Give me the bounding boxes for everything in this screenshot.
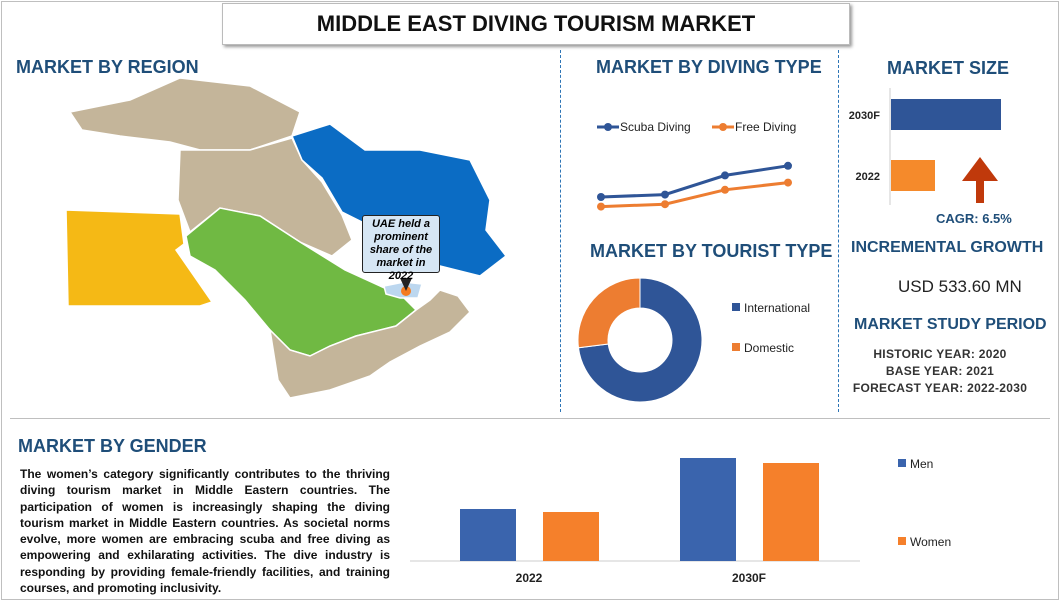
gender-heading: MARKET BY GENDER: [18, 436, 207, 456]
divider: [838, 50, 839, 412]
market-size-heading: MARKET SIZE: [887, 58, 1010, 78]
donut-slice: [577, 277, 703, 403]
category-label: 2022: [516, 571, 543, 585]
legend-marker: [604, 123, 612, 131]
size-label: 2030F: [849, 110, 880, 122]
line-point: [784, 178, 792, 187]
region-heading: MARKET BY REGION: [16, 57, 199, 77]
category-label: 2030F: [732, 571, 766, 585]
legend-swatch: [732, 343, 740, 351]
gender-bar: [543, 512, 599, 561]
line-point: [784, 161, 792, 170]
line-series: [600, 181, 789, 209]
study-heading: MARKET STUDY PERIOD: [854, 316, 1047, 333]
size-bar: [891, 99, 1001, 130]
uae-callout: UAE held a prominent share of the market…: [362, 215, 440, 282]
line-point: [721, 171, 729, 180]
cagr: CAGR: 6.5%: [936, 211, 1012, 226]
legend-label: Scuba Diving: [620, 120, 691, 134]
incremental-heading: INCREMENTAL GROWTH: [851, 239, 1044, 256]
line-point: [597, 193, 605, 201]
gender-description: The women’s category significantly contr…: [20, 467, 390, 596]
tourist-type-heading: MARKET BY TOURIST TYPE: [590, 241, 833, 261]
legend-swatch: [732, 303, 740, 311]
line-point: [661, 200, 669, 209]
legend-label: Men: [910, 457, 933, 471]
line-point: [721, 185, 729, 194]
up-arrow-icon: [962, 157, 998, 203]
legend-label: International: [744, 301, 810, 315]
base-year: BASE YEAR: 2021: [885, 364, 995, 378]
diving-type-heading: MARKET BY DIVING TYPE: [596, 57, 822, 77]
legend-label: Domestic: [744, 341, 794, 355]
historic-year: HISTORIC YEAR: 2020: [873, 347, 1007, 361]
legend-swatch: [898, 537, 906, 545]
gender-bar: [460, 509, 516, 561]
study-period: HISTORIC YEAR: 2020 BASE YEAR: 2021 FORE…: [850, 346, 1030, 397]
forecast-year: FORECAST YEAR: 2022-2030: [852, 381, 1028, 395]
divider: [560, 50, 561, 412]
gender-bar: [763, 463, 819, 561]
legend-swatch: [898, 459, 906, 467]
page-title: MIDDLE EAST DIVING TOURISM MARKET: [222, 3, 850, 45]
legend-marker: [719, 123, 727, 131]
divider: [10, 418, 1050, 419]
size-label: 2022: [856, 171, 880, 183]
line-series: [600, 164, 789, 199]
gender-bar: [680, 458, 736, 561]
donut-slice: [577, 277, 641, 349]
legend-label: Free Diving: [735, 120, 796, 134]
line-point: [597, 202, 605, 211]
size-bar: [891, 160, 935, 191]
incremental-value: USD 533.60 MN: [898, 277, 1022, 296]
legend-label: Women: [910, 535, 951, 549]
line-point: [661, 190, 669, 199]
